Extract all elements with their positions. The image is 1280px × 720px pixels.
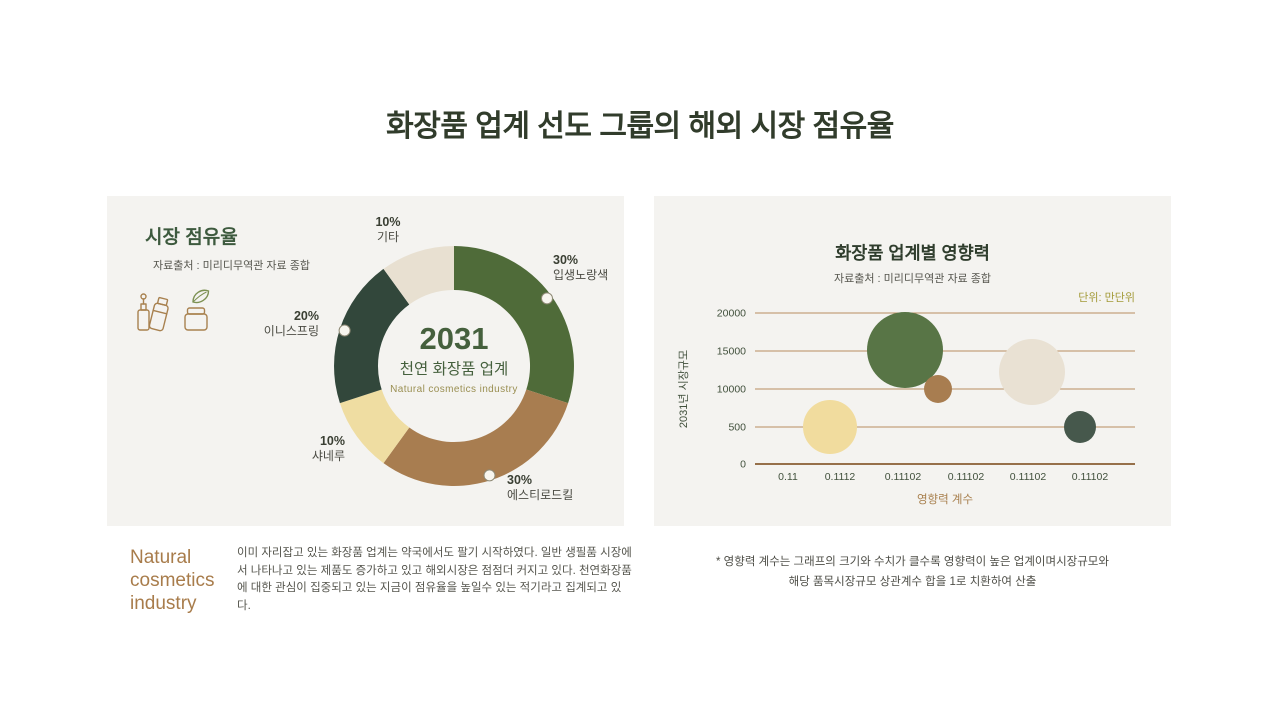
y-tick-label: 500 <box>728 422 746 434</box>
slice-name-label: 샤네루 <box>312 449 345 463</box>
caption-heading: Natural cosmetics industry <box>130 547 215 614</box>
slice-name-label: 이니스프링 <box>264 324 319 338</box>
tube-icon <box>148 296 169 332</box>
donut-slice <box>383 246 454 305</box>
slice-name-label: 기타 <box>377 230 399 244</box>
slice-name-label: 에스티로드킬 <box>507 488 573 502</box>
unit-label: 단위: 만단위 <box>1078 292 1135 304</box>
slice-percent-label: 10% <box>375 215 400 229</box>
footnote-line2: 해당 품목시장규모 상관계수 합을 1로 치환하여 산출 <box>788 576 1037 588</box>
footnote-line1: * 영향력 계수는 그래프의 크기와 수치가 클수록 영향력이 높은 업계이며시… <box>716 556 1109 568</box>
donut-slice <box>334 268 410 404</box>
x-axis-title: 영향력 계수 <box>917 493 973 506</box>
page-title: 화장품 업계 선도 그룹의 해외 시장 점유율 <box>386 110 894 143</box>
donut-center-year: 2031 <box>420 321 489 356</box>
bubble <box>924 375 952 403</box>
jar-icon <box>184 307 208 331</box>
left-panel-title: 시장 점유율 <box>145 227 238 248</box>
x-tick-label: 0.11 <box>778 471 798 483</box>
y-tick-label: 15000 <box>717 346 746 358</box>
donut-slice <box>383 389 569 486</box>
donut-chart: 30%입생노랑색30%에스티로드킬10%샤네루20%이니스프링10%기타2031… <box>264 215 608 502</box>
x-tick-label: 0.11102 <box>1072 471 1109 483</box>
slice-percent-label: 20% <box>294 309 319 323</box>
bubble <box>867 312 943 388</box>
x-tick-label: 0.11102 <box>885 471 922 483</box>
slice-marker <box>541 292 553 305</box>
bubble <box>999 339 1065 405</box>
slice-percent-label: 30% <box>507 473 532 487</box>
y-tick-label: 10000 <box>717 384 746 396</box>
x-tick-label: 0.11102 <box>948 471 985 483</box>
right-panel-title: 화장품 업계별 영향력 <box>835 243 990 263</box>
donut-center-sublabel: Natural cosmetics industry <box>390 384 518 395</box>
y-tick-label: 0 <box>740 459 746 471</box>
y-axis-title: 2031년 시장규모 <box>677 350 690 428</box>
x-tick-label: 0.1112 <box>825 471 856 483</box>
leaf-icon <box>192 289 210 304</box>
slice-marker <box>338 324 351 337</box>
left-panel-source: 자료출처 : 미리디무역관 자료 종합 <box>153 260 310 272</box>
donut-slice <box>454 246 574 404</box>
slice-marker <box>483 469 496 482</box>
donut-slice <box>339 389 410 464</box>
bubble <box>1064 411 1096 443</box>
influence-panel: 화장품 업계별 영향력 자료출처 : 미리디무역관 자료 종합 단위: 만단위 … <box>654 196 1171 526</box>
slice-percent-label: 30% <box>553 253 578 267</box>
right-panel-source: 자료출처 : 미리디무역관 자료 종합 <box>834 273 991 285</box>
market-share-panel: 시장 점유율 자료출처 : 미리디무역관 자료 종합 <box>107 196 624 526</box>
dropper-bottle-icon <box>137 293 150 331</box>
slice-name-label: 입생노랑색 <box>553 268 608 282</box>
y-tick-label: 20000 <box>717 308 746 320</box>
caption-body: 이미 자리잡고 있는 화장품 업계는 약국에서도 팔기 시작하였다. 일반 생필… <box>237 547 632 612</box>
donut-center-label: 천연 화장품 업계 <box>400 360 508 378</box>
x-tick-label: 0.11102 <box>1010 471 1047 483</box>
footnote: * 영향력 계수는 그래프의 크기와 수치가 클수록 영향력이 높은 업계이며시… <box>654 552 1171 592</box>
bubble <box>803 400 857 454</box>
slice-percent-label: 10% <box>320 434 345 448</box>
cosmetics-icon <box>137 289 210 332</box>
